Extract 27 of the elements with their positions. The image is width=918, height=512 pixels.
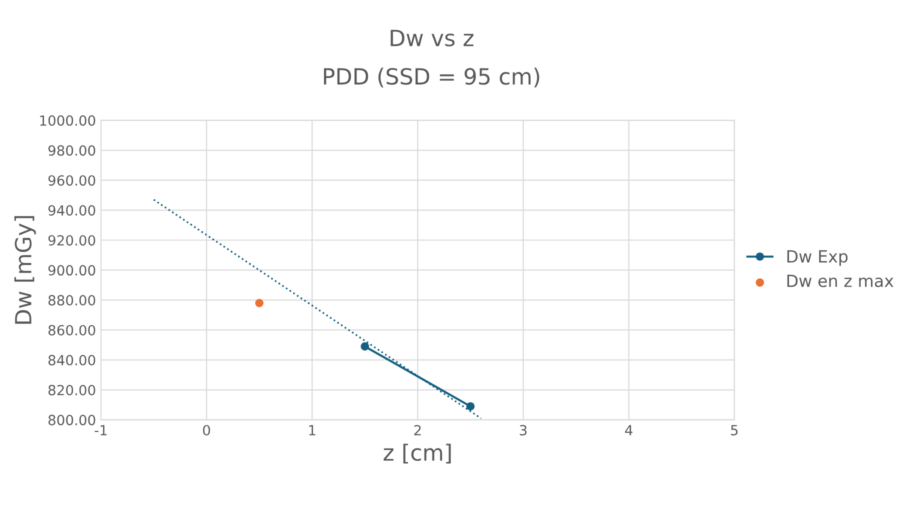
y-tick-label: 980.00 <box>48 145 96 156</box>
x-tick-label: 4 <box>625 425 632 436</box>
y-tick-label: 900.00 <box>48 265 96 276</box>
y-tick-label: 800.00 <box>48 414 96 426</box>
y-tick-label: 1000.00 <box>40 115 96 126</box>
legend-label: Dw en z max <box>787 274 894 288</box>
x-tick-label: 5 <box>731 425 738 436</box>
y-tick-label: 960.00 <box>48 175 96 186</box>
x-tick-label: -1 <box>94 425 107 436</box>
point <box>255 298 264 308</box>
point <box>360 342 370 351</box>
legend-label: Dw Exp <box>787 250 848 266</box>
x-axis-title: z [cm] <box>384 444 451 464</box>
chart-title: Dw vs z <box>390 30 474 46</box>
y-tick-label: 880.00 <box>48 295 96 306</box>
x-tick-label: 1 <box>309 425 316 436</box>
y-axis-title: Dw [mGy] <box>14 216 36 324</box>
y-tick-label: 820.00 <box>48 384 96 396</box>
x-tick-label: 3 <box>520 424 527 436</box>
x-tick-label: 0 <box>203 424 210 436</box>
chart-subtitle: PDD (SSD = 95 cm) <box>324 68 540 88</box>
y-tick-label: 860.00 <box>48 324 96 336</box>
point <box>466 402 475 411</box>
y-tick-label: 920.00 <box>48 235 96 246</box>
y-tick-label: 840.00 <box>48 354 96 366</box>
y-tick-label: 940.00 <box>48 205 96 216</box>
x-tick-label: 2 <box>414 424 421 436</box>
